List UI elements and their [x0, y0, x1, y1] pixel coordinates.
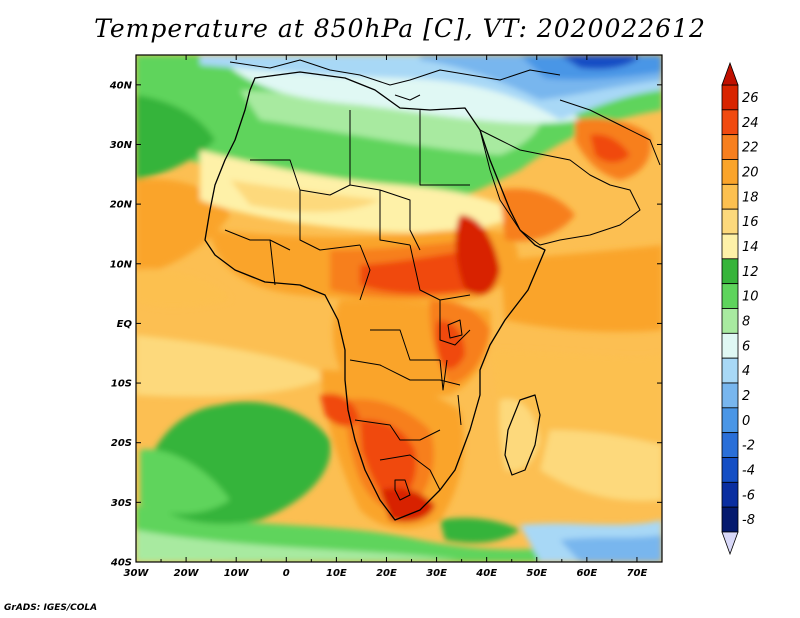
- colorbar-min-arrow: [721, 531, 739, 556]
- colorbar-max-arrow: [721, 61, 739, 86]
- colorbar-label: 4: [742, 364, 750, 379]
- colorbar-label: 24: [742, 116, 759, 131]
- map-title: Temperature at 850hPa [C], VT: 202002261…: [94, 14, 706, 43]
- colorbar-label: -2: [742, 439, 755, 454]
- lat-tick-label: 40S: [110, 558, 132, 569]
- colorbar-label: 26: [742, 91, 759, 106]
- colorbar-swatch: [721, 84, 739, 111]
- colorbar-label: 16: [742, 215, 759, 230]
- lon-tick-label: 40E: [475, 568, 497, 579]
- lat-tick-label: 20N: [110, 200, 133, 211]
- lon-tick-label: 20E: [376, 568, 397, 579]
- colorbar-swatch: [721, 159, 739, 185]
- colorbar-swatch: [721, 506, 739, 533]
- colorbar-label: 22: [742, 141, 759, 156]
- lon-tick-label: 60E: [576, 568, 597, 579]
- colorbar-swatch: [721, 134, 739, 160]
- colorbar-swatch: [721, 407, 739, 434]
- plot-frame: [135, 54, 663, 563]
- colorbar-label: -6: [742, 488, 755, 503]
- colorbar-swatch: [721, 432, 739, 458]
- colorbar-label: 10: [742, 290, 759, 305]
- colorbar-swatch: [721, 457, 739, 483]
- lon-tick-label: 0: [283, 568, 290, 579]
- longitude-axis: 30W 20W 10W 0 10E 20E 30E 40E 50E 60E 70E: [124, 55, 663, 579]
- colorbar-swatch: [721, 283, 739, 309]
- colorbar-swatch: [721, 258, 739, 285]
- colorbar-swatch: [721, 208, 739, 235]
- colorbar-label: 20: [742, 165, 759, 180]
- colorbar-label: 2: [742, 389, 750, 404]
- colorbar-label: 14: [742, 240, 759, 255]
- lat-tick-label: 30S: [111, 498, 132, 509]
- coastlines: [204, 59, 661, 521]
- colorbar-label: 0: [742, 414, 750, 429]
- lon-tick-label: 10E: [326, 568, 347, 579]
- colorbar-swatch: [721, 382, 739, 409]
- lat-tick-label: 10N: [110, 259, 133, 270]
- colorbar-swatch: [721, 481, 739, 508]
- lon-tick-label: 70E: [627, 568, 648, 579]
- colorbar-swatch: [721, 332, 739, 359]
- colorbar-label: 6: [742, 339, 750, 354]
- colorbar-swatch: [721, 233, 739, 260]
- colorbar-label: -4: [742, 463, 755, 478]
- lon-tick-label: 30W: [124, 568, 150, 579]
- colorbar-swatch: [721, 109, 739, 136]
- colorbar-swatch: [721, 357, 739, 384]
- lat-tick-label: EQ: [117, 319, 133, 330]
- lat-tick-label: 30N: [110, 140, 133, 151]
- colorbar-label: 12: [742, 265, 759, 280]
- lat-tick-label: 20S: [111, 438, 132, 449]
- temperature-field: [136, 55, 662, 562]
- colorbar-label: 8: [742, 314, 750, 329]
- latitude-axis: 40N 30N 20N 10N EQ 10S 20S 30S 40S: [109, 80, 662, 569]
- lon-tick-label: 10W: [224, 568, 250, 579]
- lat-tick-label: 40N: [109, 80, 133, 91]
- colorbar-label: -8: [742, 513, 755, 528]
- lat-tick-label: 10S: [111, 379, 132, 390]
- lon-tick-label: 50E: [526, 568, 547, 579]
- colorbar-swatch: [721, 183, 739, 210]
- lon-tick-label: 20W: [174, 568, 200, 579]
- credit-text: GrADS: IGES/COLA: [4, 603, 98, 613]
- colorbar-swatch: [721, 308, 739, 334]
- lon-tick-label: 30E: [426, 568, 447, 579]
- colorbar-label: 18: [742, 190, 759, 205]
